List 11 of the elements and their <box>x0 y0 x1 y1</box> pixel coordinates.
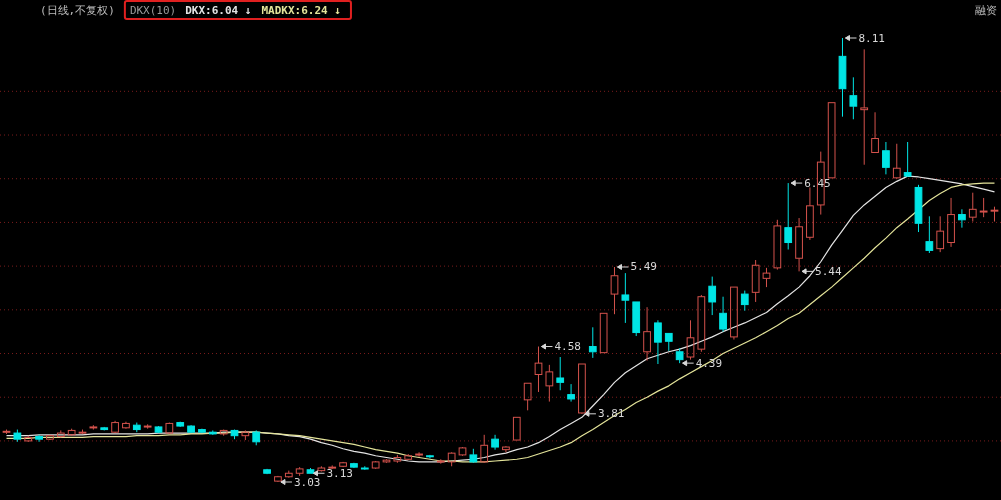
chart-subtitle: (日线,不复权) <box>40 4 115 17</box>
annotation: 5.49 <box>630 260 657 274</box>
annotation: 3.03 <box>293 475 321 489</box>
text: DKX:6.04 ↓ <box>185 4 252 17</box>
annotation: 4.58 <box>554 340 581 354</box>
text: 融资 <box>975 4 997 17</box>
annotation: 3.13 <box>326 466 354 480</box>
annotation: 8.11 <box>858 31 885 45</box>
text: DKX(10) <box>129 4 177 17</box>
text: MADKX:6.24 ↓ <box>261 4 341 17</box>
annotation: 5.44 <box>815 264 842 278</box>
